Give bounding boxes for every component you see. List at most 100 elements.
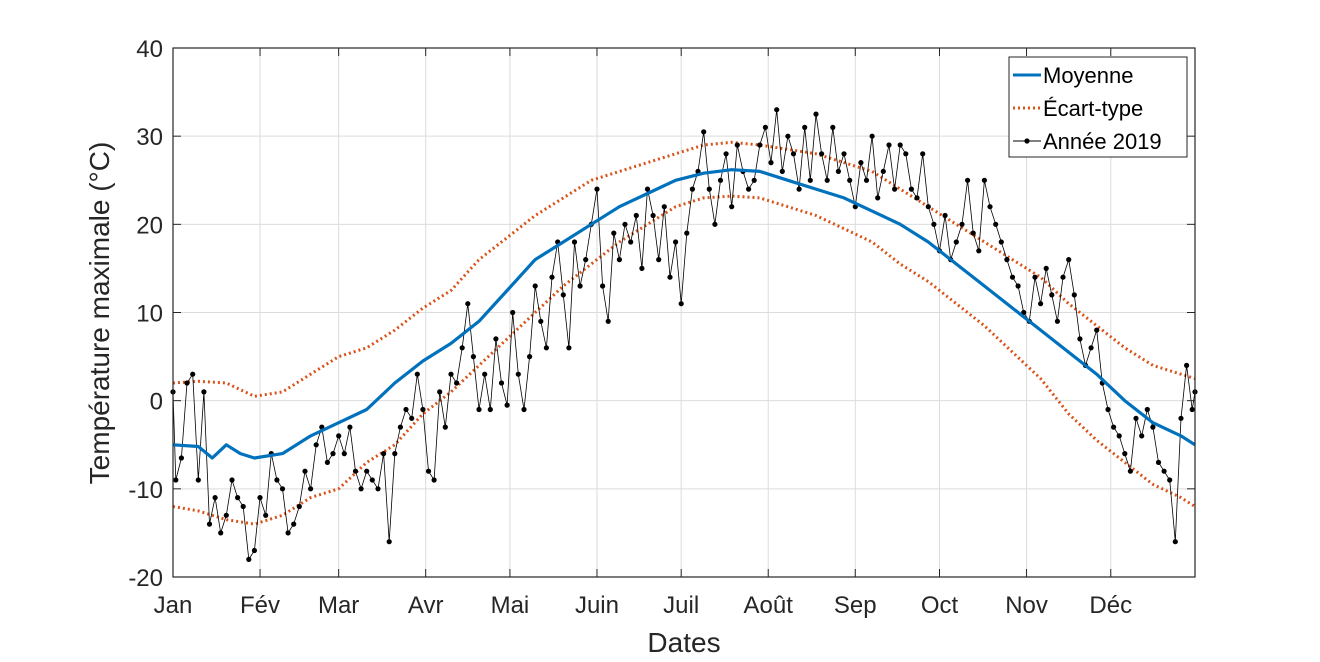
annee-2019-point xyxy=(336,433,342,439)
annee-2019-point xyxy=(543,345,550,351)
annee-2019-point xyxy=(504,402,510,408)
annee-2019-point xyxy=(605,318,611,324)
annee-2019-point xyxy=(942,212,948,219)
y-tick-label: -20 xyxy=(128,565,163,592)
annee-2019-point xyxy=(510,309,516,316)
annee-2019-point xyxy=(173,477,179,483)
annee-2019-point xyxy=(717,177,724,183)
annee-2019-point xyxy=(291,521,297,527)
annee-2019-point xyxy=(566,345,572,351)
annee-2019-point xyxy=(431,477,437,483)
annee-2019-point xyxy=(397,424,403,430)
y-tick-labels: -20 -10 0 10 20 30 40 xyxy=(128,36,163,592)
annee-2019-point xyxy=(774,107,780,113)
annee-2019-point xyxy=(583,257,589,263)
annee-2019-point xyxy=(802,124,808,130)
annee-2019-point xyxy=(1049,292,1055,298)
legend-label-annee-2019: Année 2019 xyxy=(1043,129,1162,154)
annee-2019-point xyxy=(274,477,280,483)
annee-2019-point xyxy=(847,177,853,183)
annee-2019-point xyxy=(959,221,965,227)
legend-marker-annee-2019 xyxy=(1024,138,1030,144)
annee-2019-point xyxy=(920,151,926,157)
annee-2019-point xyxy=(1133,415,1139,421)
annee-2019-point xyxy=(830,124,836,130)
annee-2019-point xyxy=(965,177,971,183)
annee-2019-point xyxy=(1161,468,1167,474)
annee-2019-point xyxy=(223,512,229,518)
annee-2019-point xyxy=(257,495,263,501)
annee-2019-point xyxy=(746,186,752,192)
annee-2019-point xyxy=(364,468,370,474)
annee-2019-point xyxy=(1184,362,1190,368)
annee-2019-point xyxy=(1189,406,1195,413)
annee-2019-point xyxy=(515,371,521,377)
annee-2019-point xyxy=(734,142,740,148)
annee-2019-point xyxy=(414,371,420,377)
annee-2019-point xyxy=(1060,274,1066,280)
annee-2019-point xyxy=(538,318,544,324)
annee-2019-point xyxy=(712,221,718,227)
legend: Moyenne Écart-type Année 2019 xyxy=(1008,56,1188,158)
annee-2019-point xyxy=(482,371,488,377)
y-axis-label: Température maximale (°C) xyxy=(84,142,115,485)
annee-2019-point xyxy=(386,539,392,545)
annee-2019-point xyxy=(313,442,319,448)
annee-2019-point xyxy=(206,521,213,527)
annee-2019-point xyxy=(678,301,684,307)
annee-2019-point xyxy=(600,283,606,289)
annee-2019-point xyxy=(1139,433,1145,439)
x-tick-label: Mar xyxy=(318,592,359,619)
annee-2019-point xyxy=(1021,309,1027,316)
annee-2019-point xyxy=(229,477,235,483)
annee-2019-point xyxy=(661,204,667,210)
annee-2019-point xyxy=(521,406,527,413)
annee-2019-point xyxy=(729,204,735,210)
annee-2019-point xyxy=(1178,415,1184,421)
annee-2019-point xyxy=(1116,433,1122,439)
x-tick-label: Août xyxy=(744,592,794,619)
annee-2019-point xyxy=(993,221,999,227)
annee-2019-point xyxy=(437,389,443,395)
annee-2019-point xyxy=(235,495,241,501)
annee-2019-point xyxy=(807,177,813,183)
annee-2019-point xyxy=(673,239,679,245)
legend-label-moyenne: Moyenne xyxy=(1043,63,1134,88)
x-tick-label: Déc xyxy=(1089,592,1132,619)
annee-2019-point xyxy=(892,186,898,192)
series-moyenne xyxy=(172,168,1196,460)
annee-2019-point xyxy=(611,230,617,236)
legend-label-ecart-type: Écart-type xyxy=(1043,96,1143,121)
annee-2019-point xyxy=(403,406,409,413)
x-tick-label: Nov xyxy=(1005,592,1048,619)
series-ecart-type xyxy=(172,140,1196,526)
annee-2019-point xyxy=(577,283,583,289)
x-tick-labels: Jan Fév Mar Avr Mai Juin Juil Août Sep Oct Nov Déc xyxy=(154,592,1132,619)
annee-2019-point xyxy=(897,142,903,148)
y-tick-label: 0 xyxy=(150,389,163,416)
annee-2019-point xyxy=(381,451,387,457)
annee-2019-point xyxy=(375,486,381,492)
annee-2019-point xyxy=(1077,336,1083,342)
annee-2019-point xyxy=(358,486,364,492)
annee-2019-point xyxy=(667,274,673,280)
annee-2019-point xyxy=(465,301,471,307)
x-tick-label: Jan xyxy=(154,592,193,619)
annee-2019-point xyxy=(768,160,774,166)
annee-2019-point xyxy=(324,459,330,465)
annee-2019-point xyxy=(790,151,797,157)
annee-2019-point xyxy=(1032,274,1038,280)
annee-2019-point xyxy=(178,455,184,461)
annee-2019-point xyxy=(1172,539,1178,545)
annee-2019-point xyxy=(527,354,533,360)
annee-2019-point xyxy=(869,133,875,139)
annee-2019-point xyxy=(296,503,302,510)
annee-2019-point xyxy=(976,248,982,254)
annee-2019-point xyxy=(240,503,246,510)
annee-2019-point xyxy=(392,451,398,457)
annee-2019-point xyxy=(987,204,993,210)
annee-2019-point xyxy=(1066,257,1072,263)
annee-2019-point xyxy=(369,477,375,483)
y-tick-label: 10 xyxy=(136,301,163,328)
annee-2019-point xyxy=(190,371,196,377)
